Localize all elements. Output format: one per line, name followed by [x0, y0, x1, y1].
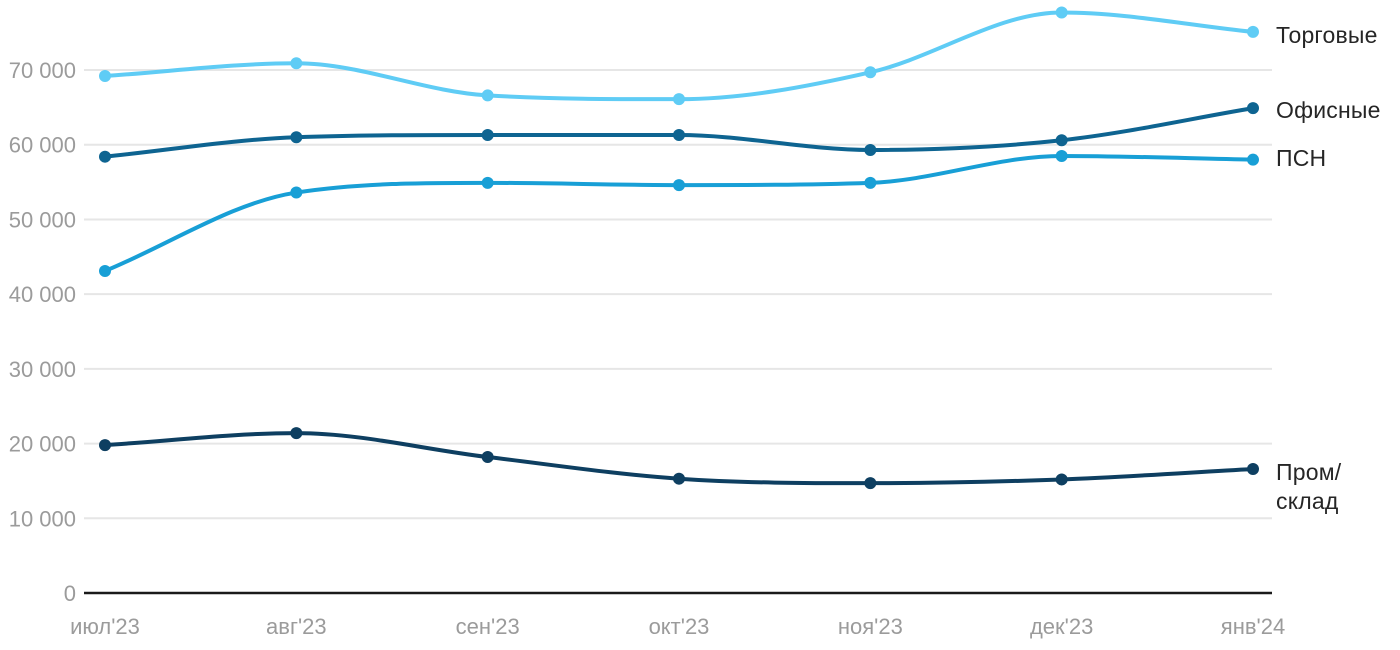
data-point-1 — [481, 129, 494, 142]
y-tick-label: 60 000 — [9, 133, 76, 158]
series-line-2 — [103, 153, 1255, 273]
x-tick-label: сен'23 — [456, 614, 520, 639]
data-point-0 — [1247, 25, 1259, 38]
series-label-psn: ПСН — [1276, 145, 1327, 171]
x-tick-label: окт'23 — [649, 614, 710, 639]
data-point-0 — [864, 66, 877, 79]
data-point-0 — [481, 89, 494, 102]
series-label-torgovye: Торговые — [1276, 22, 1378, 48]
data-point-3 — [99, 439, 111, 452]
data-point-1 — [1055, 134, 1068, 147]
data-point-2 — [864, 176, 877, 189]
data-point-0 — [1055, 6, 1068, 19]
data-point-3 — [1055, 473, 1068, 486]
data-point-3 — [481, 451, 494, 464]
data-point-2 — [481, 176, 494, 189]
data-point-2 — [1055, 149, 1068, 162]
x-tick-label: янв'24 — [1221, 614, 1285, 639]
data-point-1 — [290, 131, 303, 144]
data-point-0 — [673, 93, 685, 106]
series-label-prom-sklad: Пром/ склад — [1276, 459, 1342, 514]
data-point-0 — [290, 57, 303, 70]
x-tick-label: июл'23 — [70, 614, 140, 639]
data-point-0 — [99, 70, 111, 83]
x-tick-label: дек'23 — [1030, 614, 1093, 639]
y-tick-label: 20 000 — [9, 432, 76, 457]
data-point-3 — [1247, 462, 1259, 475]
y-tick-label: 30 000 — [9, 357, 76, 382]
y-tick-label: 10 000 — [9, 506, 76, 531]
data-point-2 — [290, 186, 303, 199]
y-tick-label: 70 000 — [9, 58, 76, 83]
data-point-1 — [673, 129, 685, 142]
data-point-1 — [1247, 102, 1259, 115]
data-point-1 — [864, 143, 877, 156]
series-line-0 — [103, 10, 1255, 102]
series-label-ofisnye: Офисные — [1276, 97, 1381, 123]
x-tick-label: авг'23 — [266, 614, 327, 639]
y-tick-label: 50 000 — [9, 207, 76, 232]
y-tick-label: 40 000 — [9, 282, 76, 307]
x-tick-label: ноя'23 — [838, 614, 903, 639]
data-point-3 — [290, 427, 303, 440]
data-point-2 — [673, 179, 685, 192]
data-point-2 — [1247, 153, 1259, 166]
data-point-2 — [99, 264, 111, 277]
y-tick-label: 0 — [64, 581, 76, 606]
data-point-3 — [673, 472, 685, 485]
data-point-1 — [99, 150, 111, 163]
data-point-3 — [864, 477, 877, 490]
